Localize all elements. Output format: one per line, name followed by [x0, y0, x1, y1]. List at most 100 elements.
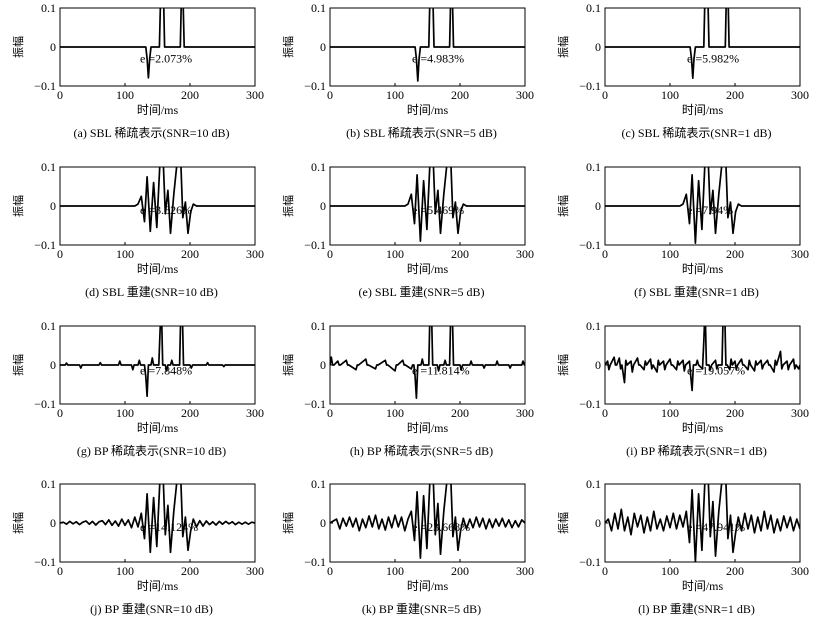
x-axis-label: 时间/ms — [682, 262, 724, 276]
panel-caption: (d) SBL 重建(SNR=10 dB) — [85, 285, 218, 299]
x-axis-label: 时间/ms — [407, 579, 449, 593]
y-axis-label: 振幅 — [11, 195, 25, 217]
y-axis-label: 振幅 — [11, 354, 25, 376]
error-annotation: e =47.941% — [687, 520, 745, 534]
x-axis-label: 时间/ms — [137, 262, 179, 276]
x-tick-label: 200 — [181, 406, 199, 420]
x-tick-label: 100 — [661, 564, 679, 578]
x-tick-label: 300 — [516, 564, 534, 578]
x-tick-label: 0 — [602, 247, 608, 261]
series-line — [60, 167, 255, 235]
series-line — [605, 326, 800, 392]
y-tick-label: 0 — [320, 199, 326, 213]
x-tick-label: 100 — [116, 247, 134, 261]
x-tick-label: 100 — [661, 88, 679, 102]
x-tick-label: 0 — [327, 247, 333, 261]
y-axis-label: 振幅 — [11, 512, 25, 534]
series-line — [330, 167, 525, 242]
y-tick-label: 0.1 — [41, 1, 56, 15]
x-tick-label: 0 — [57, 564, 63, 578]
x-tick-label: 100 — [661, 247, 679, 261]
y-tick-label: 0.1 — [41, 319, 56, 333]
panel-caption: (i) BP 稀疏表示(SNR=1 dB) — [626, 443, 767, 458]
panel-caption: (g) BP 稀疏表示(SNR=10 dB) — [77, 443, 226, 458]
y-axis-label: 振幅 — [556, 512, 570, 534]
x-tick-label: 200 — [726, 406, 744, 420]
y-tick-label: −0.1 — [34, 238, 56, 252]
x-axis-label: 时间/ms — [407, 103, 449, 117]
y-tick-label: −0.1 — [34, 555, 56, 569]
x-tick-label: 200 — [181, 564, 199, 578]
series-line — [60, 326, 255, 398]
y-axis-label: 振幅 — [11, 36, 25, 58]
x-tick-label: 0 — [327, 564, 333, 578]
series-line — [605, 167, 800, 244]
y-tick-label: 0 — [595, 516, 601, 530]
y-tick-label: 0 — [595, 40, 601, 54]
error-annotation: e =5.469% — [412, 203, 464, 217]
error-annotation: e =11.814% — [412, 363, 470, 377]
y-axis-label: 振幅 — [281, 512, 295, 534]
y-tick-label: 0 — [320, 40, 326, 54]
y-tick-label: −0.1 — [579, 238, 601, 252]
x-tick-label: 100 — [116, 88, 134, 102]
x-tick-label: 300 — [246, 564, 264, 578]
x-tick-label: 200 — [451, 88, 469, 102]
y-tick-label: −0.1 — [579, 397, 601, 411]
error-annotation: e =14.124% — [140, 520, 198, 534]
y-tick-label: −0.1 — [34, 79, 56, 93]
series-line — [330, 8, 525, 82]
y-tick-label: 0 — [595, 358, 601, 372]
y-tick-label: −0.1 — [579, 79, 601, 93]
x-tick-label: 200 — [181, 88, 199, 102]
panel-caption: (f) SBL 重建(SNR=1 dB) — [634, 285, 759, 299]
x-tick-label: 100 — [386, 406, 404, 420]
y-tick-label: 0 — [595, 199, 601, 213]
x-tick-label: 300 — [791, 88, 809, 102]
x-tick-label: 0 — [327, 88, 333, 102]
y-tick-label: 0.1 — [586, 1, 601, 15]
panel-caption: (c) SBL 稀疏表示(SNR=1 dB) — [622, 125, 772, 140]
error-annotation: e =3.826% — [140, 203, 192, 217]
panel-caption: (e) SBL 重建(SNR=5 dB) — [359, 285, 485, 299]
x-tick-label: 200 — [726, 564, 744, 578]
x-tick-label: 200 — [181, 247, 199, 261]
error-annotation: e =7.848% — [140, 363, 192, 377]
y-tick-label: 0.1 — [41, 160, 56, 174]
x-tick-label: 100 — [386, 247, 404, 261]
panel-caption: (j) BP 重建(SNR=10 dB) — [90, 602, 213, 616]
x-axis-label: 时间/ms — [407, 421, 449, 435]
error-annotation: e =2.073% — [140, 52, 192, 66]
y-tick-label: 0.1 — [311, 477, 326, 491]
error-annotation: e =19.057% — [687, 363, 745, 377]
x-tick-label: 200 — [726, 247, 744, 261]
y-axis-label: 振幅 — [281, 354, 295, 376]
series-line — [60, 484, 255, 554]
y-tick-label: −0.1 — [304, 79, 326, 93]
x-tick-label: 300 — [246, 406, 264, 420]
panel-caption: (h) BP 稀疏表示(SNR=5 dB) — [350, 443, 493, 458]
x-tick-label: 300 — [516, 247, 534, 261]
x-axis-label: 时间/ms — [137, 103, 179, 117]
series-line — [605, 8, 800, 80]
x-tick-label: 200 — [451, 564, 469, 578]
x-tick-label: 0 — [57, 406, 63, 420]
x-tick-label: 300 — [791, 247, 809, 261]
x-tick-label: 100 — [116, 406, 134, 420]
y-tick-label: 0.1 — [586, 319, 601, 333]
y-axis-label: 振幅 — [281, 36, 295, 58]
series-line — [330, 484, 525, 559]
y-tick-label: −0.1 — [304, 397, 326, 411]
x-tick-label: 0 — [327, 406, 333, 420]
x-tick-label: 200 — [451, 406, 469, 420]
x-tick-label: 0 — [602, 564, 608, 578]
panel-caption: (b) SBL 稀疏表示(SNR=5 dB) — [346, 125, 497, 140]
x-tick-label: 0 — [57, 247, 63, 261]
